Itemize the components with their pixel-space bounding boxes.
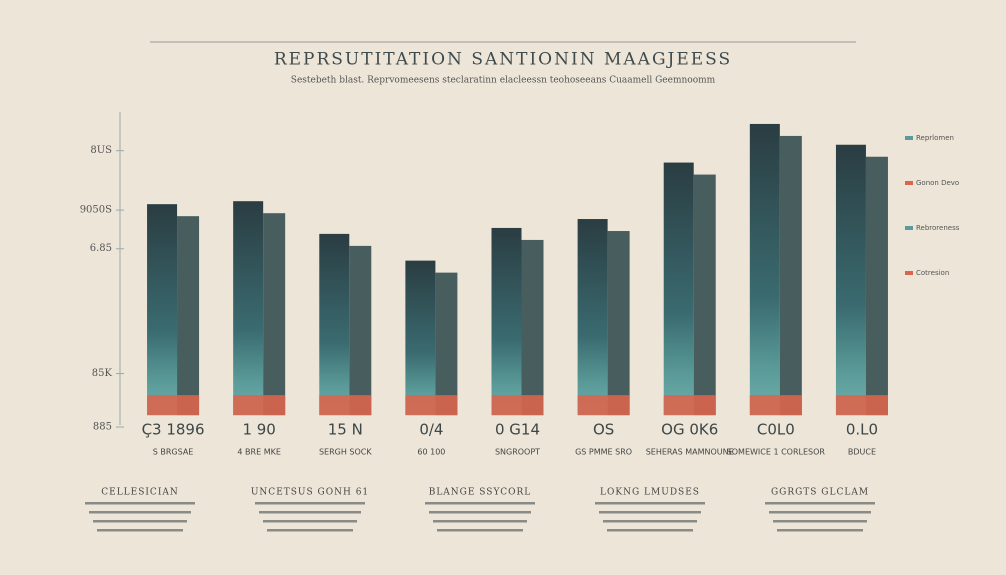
y-tick-label: 85K	[92, 368, 113, 379]
bar-shade	[521, 239, 544, 416]
text-line	[603, 520, 697, 523]
x-tick-label: OS	[593, 421, 614, 439]
text-line	[765, 502, 875, 505]
column-heading: BLANGE SSYCORL	[429, 488, 532, 498]
text-line	[255, 502, 365, 505]
category-note: SOMEWICE 1 CORLESOR	[727, 448, 826, 457]
x-tick-label: OG 0K6	[661, 421, 718, 439]
x-tick-label: 15 N	[328, 421, 363, 439]
legend-label: Reprlomen	[916, 134, 954, 142]
y-tick-label: 8US	[90, 145, 112, 156]
category-note: BDUCE	[848, 448, 876, 457]
legend-swatch	[905, 181, 913, 185]
text-line	[89, 511, 191, 514]
chart-title: REPRSUTITATION SANTIONIN MAAGJEESS	[274, 50, 732, 70]
x-tick-label: 0/4	[419, 421, 443, 439]
text-line	[777, 529, 863, 532]
legend-swatch	[905, 226, 913, 230]
bar-shade	[349, 245, 372, 416]
bar-base	[233, 395, 286, 416]
x-tick-label: Ç3 1896	[142, 421, 205, 439]
text-line	[433, 520, 527, 523]
bar-base	[147, 395, 200, 416]
column-heading: GGRGTS GLCLAM	[771, 488, 869, 498]
x-tick-label: 0 G14	[495, 421, 540, 439]
text-line	[259, 511, 361, 514]
y-tick-label: 885	[93, 422, 112, 433]
category-note: 60 100	[417, 448, 445, 457]
bar	[577, 219, 608, 416]
bar	[491, 227, 522, 416]
bar-shade	[779, 135, 802, 416]
bar	[319, 233, 350, 416]
text-line	[263, 520, 357, 523]
legend-swatch	[905, 271, 913, 275]
bar	[749, 123, 780, 416]
bar	[233, 201, 264, 416]
y-tick-label: 6.85	[90, 243, 112, 254]
category-note: 4 BRE MKE	[237, 448, 280, 457]
text-line	[85, 502, 195, 505]
bar-base	[577, 395, 630, 416]
category-note: SNGROOPT	[495, 448, 540, 457]
text-line	[599, 511, 701, 514]
legend-label: Cotresion	[916, 269, 949, 277]
text-line	[97, 529, 183, 532]
bar	[835, 144, 866, 416]
text-line	[425, 502, 535, 505]
legend-label: Gonon Devo	[916, 179, 959, 187]
bar-shade	[607, 231, 630, 416]
category-note: SEHERAS MAMNOUNE	[646, 448, 734, 457]
bar-base	[663, 395, 716, 416]
legend-label: Rebroreness	[916, 224, 960, 232]
text-line	[437, 529, 523, 532]
text-line	[267, 529, 353, 532]
text-line	[429, 511, 531, 514]
bar-base	[749, 395, 802, 416]
text-line	[607, 529, 693, 532]
bar-base	[835, 395, 888, 416]
category-note: GS PMME SRO	[575, 448, 632, 457]
bar	[663, 162, 694, 416]
bar-shade	[865, 156, 888, 416]
bar-shade	[693, 174, 716, 416]
bar-shade	[435, 272, 458, 416]
text-line	[595, 502, 705, 505]
column-heading: LOKNG LMUDSES	[600, 488, 700, 498]
chart-subtitle: Sestebeth blast. Reprvomeesens steclarat…	[291, 76, 716, 86]
x-tick-label: 1 90	[242, 421, 275, 439]
x-tick-label: C0L0	[757, 421, 795, 439]
x-tick-label: 0.L0	[846, 421, 878, 439]
text-line	[93, 520, 187, 523]
y-tick-label: 9050S	[80, 205, 112, 216]
category-note: S BRGSAE	[153, 448, 194, 457]
category-note: SERGH SOCK	[319, 448, 372, 457]
bar	[405, 260, 436, 416]
legend-swatch	[905, 136, 913, 140]
bar	[147, 204, 178, 416]
text-line	[769, 511, 871, 514]
bar-base	[405, 395, 458, 416]
bar-shade	[177, 216, 200, 416]
bar-base	[491, 395, 544, 416]
column-heading: UNCETSUS GONH 61	[251, 488, 369, 498]
column-heading: CELLESICIAN	[101, 488, 179, 498]
text-line	[773, 520, 867, 523]
bar-shade	[263, 213, 286, 416]
bar-base	[319, 395, 372, 416]
